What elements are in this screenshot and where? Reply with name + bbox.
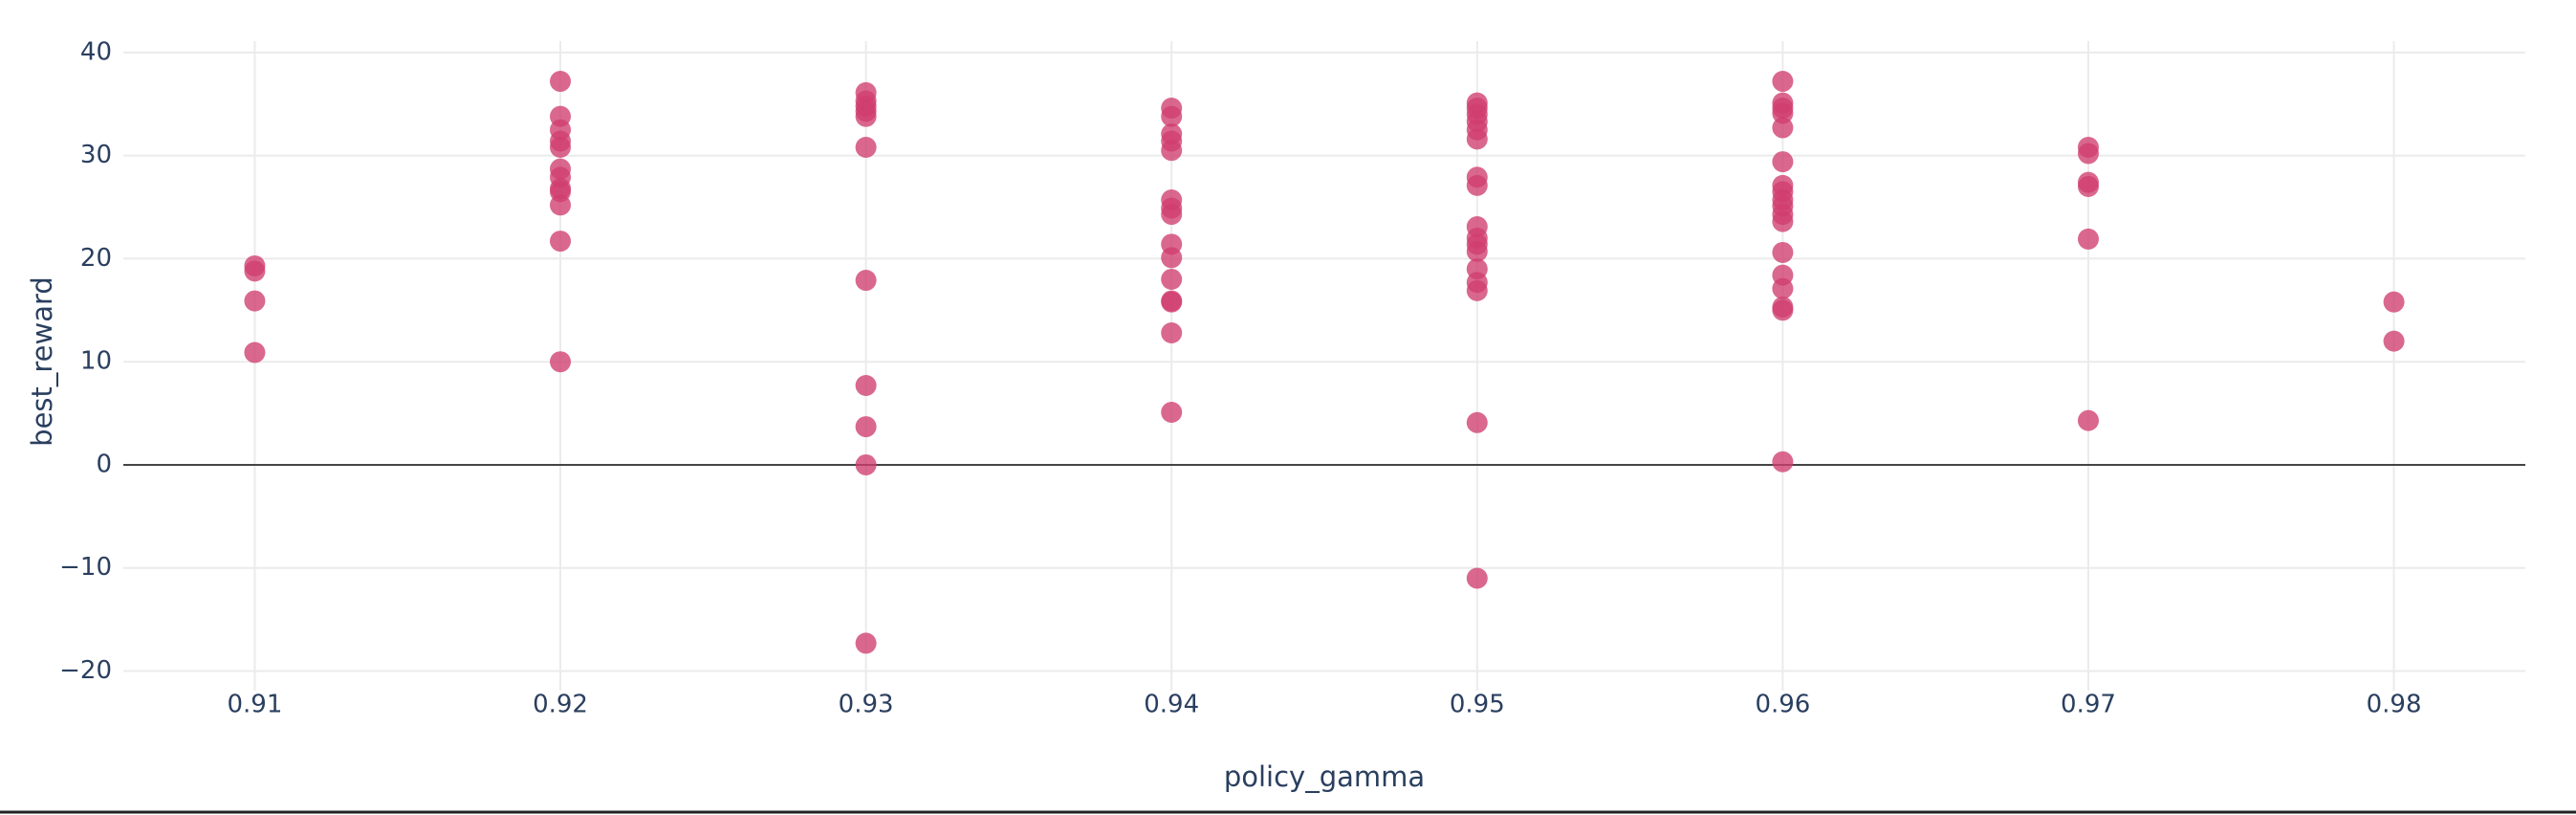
point	[1772, 451, 1794, 473]
point	[855, 270, 877, 292]
y-tick-label: −20	[59, 656, 112, 685]
y-tick-label: 20	[80, 244, 112, 273]
y-tick-label: 10	[80, 347, 112, 376]
point	[1161, 140, 1183, 162]
point	[1161, 268, 1183, 290]
point	[1772, 299, 1794, 321]
point	[2077, 409, 2099, 431]
x-tick-label: 0.93	[839, 691, 894, 719]
point	[550, 71, 572, 93]
point	[2077, 228, 2099, 250]
point	[244, 341, 266, 363]
point	[1772, 117, 1794, 139]
point	[2077, 143, 2099, 165]
point	[2383, 330, 2405, 352]
point	[1772, 151, 1794, 173]
point	[244, 290, 266, 312]
point	[855, 137, 877, 159]
x-tick-label: 0.96	[1755, 691, 1810, 719]
y-tick-label: 0	[96, 450, 112, 478]
y-tick-label: −10	[59, 553, 112, 582]
point	[1772, 71, 1794, 93]
point	[1466, 240, 1488, 262]
y-axis-title: best_reward	[26, 276, 58, 447]
point	[855, 105, 877, 127]
x-tick-label: 0.92	[533, 691, 588, 719]
point	[855, 632, 877, 654]
x-axis-title: policy_gamma	[1224, 760, 1425, 793]
y-tick-label: 30	[80, 141, 112, 169]
x-tick-label: 0.98	[2367, 691, 2422, 719]
point	[855, 453, 877, 475]
point	[550, 351, 572, 373]
point	[1466, 411, 1488, 433]
point	[1466, 174, 1488, 196]
point	[1161, 402, 1183, 423]
point	[855, 416, 877, 438]
point	[1161, 247, 1183, 269]
point	[1161, 322, 1183, 344]
point	[1772, 102, 1794, 124]
point	[855, 374, 877, 396]
point	[1161, 204, 1183, 226]
x-tick-label: 0.95	[1450, 691, 1505, 719]
point	[1772, 241, 1794, 263]
point	[550, 194, 572, 216]
point	[1772, 210, 1794, 232]
point	[2383, 291, 2405, 313]
point	[1772, 277, 1794, 299]
x-tick-label: 0.91	[227, 691, 282, 719]
point	[1466, 128, 1488, 150]
x-tick-label: 0.94	[1144, 691, 1199, 719]
point	[1466, 279, 1488, 301]
x-tick-label: 0.97	[2061, 691, 2116, 719]
point	[244, 260, 266, 282]
point	[1161, 290, 1183, 312]
point	[1161, 105, 1183, 127]
y-tick-label: 40	[80, 37, 112, 66]
point	[1466, 567, 1488, 589]
point	[550, 137, 572, 159]
point	[2077, 175, 2099, 197]
point	[550, 231, 572, 253]
